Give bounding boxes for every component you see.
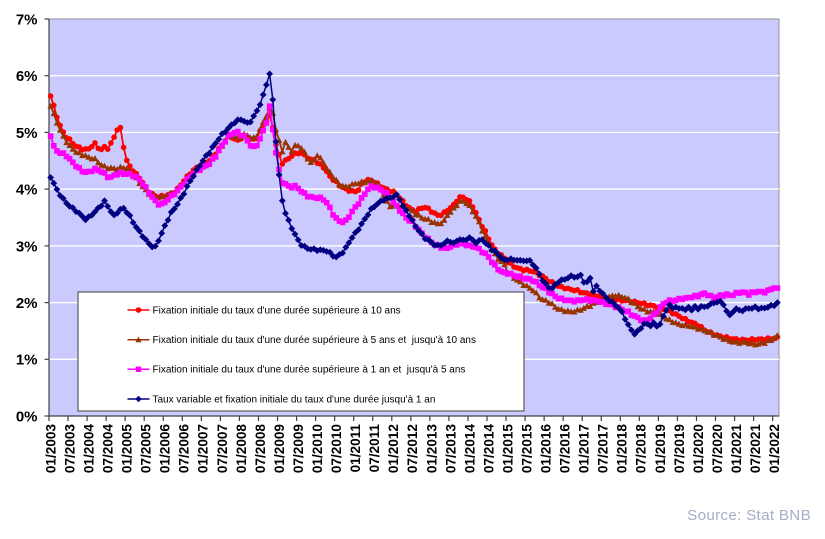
svg-text:01/2018: 01/2018 <box>615 424 630 474</box>
svg-text:Fixation initiale du taux d'un: Fixation initiale du taux d'une durée su… <box>153 365 466 376</box>
svg-text:07/2012: 07/2012 <box>405 424 420 474</box>
svg-text:Taux variable et fixation init: Taux variable et fixation initiale du ta… <box>153 394 436 405</box>
svg-text:01/2012: 01/2012 <box>386 424 401 474</box>
svg-text:01/2019: 01/2019 <box>653 424 668 474</box>
svg-text:6%: 6% <box>16 68 38 85</box>
svg-text:Source: Stat BNB: Source: Stat BNB <box>687 507 811 524</box>
svg-text:01/2017: 01/2017 <box>577 424 592 473</box>
svg-text:07/2013: 07/2013 <box>443 424 458 474</box>
svg-text:07/2005: 07/2005 <box>139 424 154 474</box>
svg-text:01/2004: 01/2004 <box>82 424 97 474</box>
svg-text:01/2007: 01/2007 <box>196 424 211 473</box>
svg-text:07/2021: 07/2021 <box>748 424 763 474</box>
svg-text:01/2016: 01/2016 <box>539 424 554 474</box>
svg-text:07/2010: 07/2010 <box>329 424 344 473</box>
svg-text:0%: 0% <box>16 408 38 425</box>
svg-text:01/2003: 01/2003 <box>43 424 58 474</box>
svg-text:07/2011: 07/2011 <box>367 424 382 473</box>
svg-text:07/2007: 07/2007 <box>215 424 230 473</box>
svg-text:07/2008: 07/2008 <box>253 424 268 474</box>
svg-text:1%: 1% <box>16 352 38 369</box>
svg-text:07/2015: 07/2015 <box>520 424 535 474</box>
svg-text:07/2009: 07/2009 <box>291 424 306 474</box>
svg-text:01/2010: 01/2010 <box>310 424 325 473</box>
svg-text:2%: 2% <box>16 295 38 312</box>
svg-text:07/2020: 07/2020 <box>710 424 725 473</box>
svg-text:Fixation initiale du taux d'un: Fixation initiale du taux d'une durée su… <box>153 335 476 346</box>
svg-text:01/2008: 01/2008 <box>234 424 249 474</box>
svg-text:01/2005: 01/2005 <box>120 424 135 474</box>
svg-text:01/2009: 01/2009 <box>272 424 287 474</box>
svg-text:5%: 5% <box>16 125 38 142</box>
svg-text:07/2006: 07/2006 <box>177 424 192 474</box>
svg-text:Fixation initiale du taux d'un: Fixation initiale du taux d'une durée su… <box>153 305 401 316</box>
svg-text:07/2019: 07/2019 <box>672 424 687 474</box>
svg-text:01/2022: 01/2022 <box>767 424 782 474</box>
svg-text:01/2006: 01/2006 <box>158 424 173 474</box>
svg-text:01/2020: 01/2020 <box>691 424 706 473</box>
svg-text:01/2014: 01/2014 <box>462 424 477 474</box>
svg-text:07/2014: 07/2014 <box>481 424 496 474</box>
svg-text:07/2004: 07/2004 <box>101 424 116 474</box>
svg-text:07/2016: 07/2016 <box>558 424 573 474</box>
svg-text:01/2021: 01/2021 <box>729 424 744 474</box>
svg-text:7%: 7% <box>16 11 38 28</box>
svg-text:07/2017: 07/2017 <box>596 424 611 473</box>
svg-text:01/2015: 01/2015 <box>500 424 515 474</box>
svg-text:07/2003: 07/2003 <box>62 424 77 474</box>
svg-text:07/2018: 07/2018 <box>634 424 649 474</box>
svg-text:01/2011: 01/2011 <box>348 424 363 473</box>
svg-text:01/2013: 01/2013 <box>424 424 439 474</box>
svg-text:4%: 4% <box>16 182 38 199</box>
svg-text:3%: 3% <box>16 238 38 255</box>
